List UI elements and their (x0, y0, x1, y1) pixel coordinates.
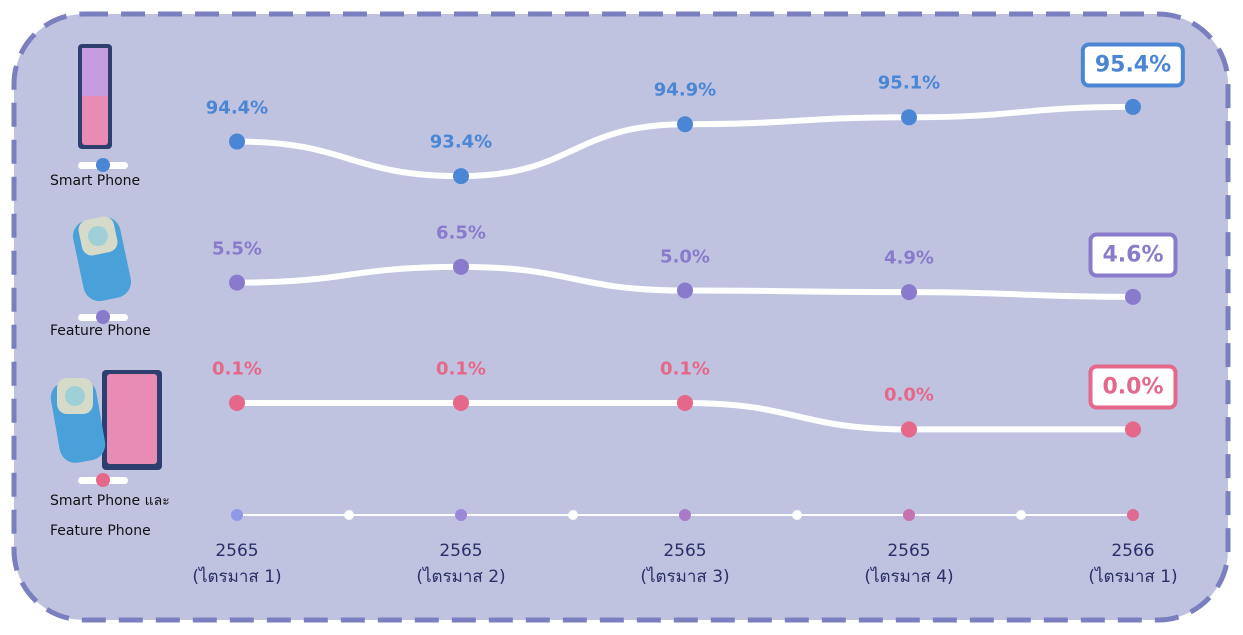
value-label: 6.5% (436, 222, 486, 243)
timeline-dot (231, 509, 243, 521)
legend-name: Feature Phone (50, 316, 151, 346)
timeline-dot (455, 509, 467, 521)
x-tick-label: 2565 (ไตรมาส 1) (157, 538, 317, 590)
data-point (677, 395, 693, 411)
infographic: 2565 (ไตรมาส 1) 2565 (ไตรมาส 2) 2565 (ไตรม… (0, 0, 1243, 635)
data-point (229, 275, 245, 291)
data-point (1125, 99, 1141, 115)
data-point (901, 109, 917, 125)
data-point (1125, 289, 1141, 305)
value-label: 0.1% (436, 358, 486, 379)
x-tick-label: 2566 (ไตรมาส 1) (1053, 538, 1213, 590)
data-point (453, 168, 469, 184)
timeline-dot (903, 509, 915, 521)
data-point (229, 134, 245, 150)
data-point (677, 116, 693, 132)
data-point (453, 259, 469, 275)
value-label: 95.1% (878, 73, 940, 94)
data-point (901, 421, 917, 437)
legend-name: Smart Phone (50, 166, 140, 196)
smartphone-icon (78, 44, 112, 149)
value-box: 4.6% (1088, 232, 1177, 277)
timeline-mid-dot (1016, 510, 1026, 520)
value-label: 0.0% (884, 385, 934, 406)
value-label: 4.9% (884, 248, 934, 269)
value-label: 94.4% (206, 97, 268, 118)
value-label: 94.9% (654, 80, 716, 101)
legend-name: Smart Phone และ Feature Phone (50, 486, 170, 546)
data-point (901, 284, 917, 300)
value-box: 95.4% (1081, 42, 1185, 87)
legend-dot (96, 473, 110, 487)
timeline-dot (679, 509, 691, 521)
timeline-mid-dot (568, 510, 578, 520)
x-tick-label: 2565 (ไตรมาส 4) (829, 538, 989, 590)
x-tick-label: 2565 (ไตรมาส 3) (605, 538, 765, 590)
x-tick-label: 2565 (ไตรมาส 2) (381, 538, 541, 590)
data-point (229, 395, 245, 411)
panel (14, 14, 1228, 620)
data-point (453, 395, 469, 411)
value-label: 5.5% (212, 238, 262, 259)
value-label: 0.1% (212, 358, 262, 379)
both-icon (48, 370, 162, 470)
timeline-dot (1127, 509, 1139, 521)
timeline-mid-dot (344, 510, 354, 520)
value-label: 93.4% (430, 132, 492, 153)
value-label: 0.1% (660, 358, 710, 379)
data-point (1125, 421, 1141, 437)
value-box: 0.0% (1088, 365, 1177, 410)
timeline-mid-dot (792, 510, 802, 520)
data-point (677, 283, 693, 299)
value-label: 5.0% (660, 246, 710, 267)
